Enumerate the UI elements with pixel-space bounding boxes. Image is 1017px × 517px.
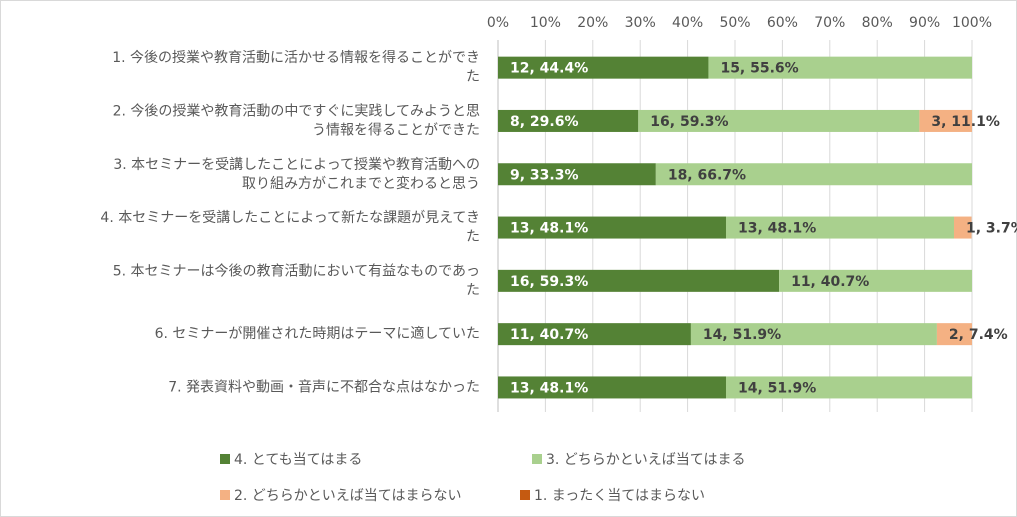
bar-segment <box>655 163 972 186</box>
data-label: 2, 7.4% <box>949 327 1008 343</box>
x-tick-label: 80% <box>862 15 893 31</box>
x-tick-label: 90% <box>909 15 940 31</box>
x-tick-label: 50% <box>719 15 750 31</box>
data-label: 11, 40.7% <box>510 327 588 343</box>
data-label: 14, 51.9% <box>738 380 816 396</box>
data-label: 3, 11.1% <box>931 114 1000 130</box>
legend-label: 4. とても当てはまる <box>234 452 362 468</box>
legend-label: 2. どちらかといえば当てはまらない <box>234 488 462 504</box>
category-label: 7. 発表資料や動画・音声に不都合な点はなかった <box>168 378 480 395</box>
data-label: 13, 48.1% <box>738 221 816 237</box>
bar-segment <box>725 216 954 239</box>
legend-swatch <box>220 454 230 464</box>
data-label: 14, 51.9% <box>703 327 781 343</box>
bar-segment <box>498 109 639 132</box>
bar-segment <box>498 56 709 79</box>
x-tick-label: 20% <box>577 15 608 31</box>
bar-segment <box>498 376 726 399</box>
data-label: 16, 59.3% <box>650 114 728 130</box>
data-label: 11, 40.7% <box>791 274 869 290</box>
bar-segment <box>498 323 691 346</box>
data-label: 12, 44.4% <box>510 61 588 77</box>
bar-segment <box>725 376 972 399</box>
bar-segment <box>919 109 972 132</box>
bar-segment <box>708 56 972 79</box>
category-label: 4. 本セミナーを受講したことによって新たな課題が見えてき <box>100 210 480 226</box>
data-label: 8, 29.6% <box>510 114 579 130</box>
x-tick-label: 0% <box>487 15 509 31</box>
bar-segment <box>779 269 972 292</box>
legend-swatch <box>532 454 542 464</box>
category-label: 3. 本セミナーを受講したことによって授業や教育活動への <box>113 157 480 173</box>
data-label: 15, 55.6% <box>720 61 798 77</box>
bar-segment <box>936 323 972 346</box>
category-label: う情報を得ることができた <box>312 121 480 138</box>
legend-label: 1. まったく当てはまらない <box>534 488 705 504</box>
bar-segment <box>953 216 972 239</box>
category-label: た <box>466 69 480 85</box>
x-tick-label: 100% <box>952 15 992 31</box>
legend-label: 3. どちらかといえば当てはまる <box>546 452 746 468</box>
bar-segment <box>638 109 920 132</box>
data-label: 9, 33.3% <box>510 167 579 183</box>
data-label: 18, 66.7% <box>668 167 746 183</box>
legend-swatch <box>220 490 230 500</box>
category-label: 5. 本セミナーは今後の教育活動において有益なものであっ <box>113 263 480 279</box>
data-label: 13, 48.1% <box>510 221 588 237</box>
category-label: た <box>466 229 480 245</box>
data-label: 1, 3.7% <box>966 221 1017 237</box>
data-label: 13, 48.1% <box>510 380 588 396</box>
x-tick-label: 40% <box>672 15 703 31</box>
bar-segment <box>498 269 780 292</box>
bar-segment <box>690 323 937 346</box>
x-tick-label: 30% <box>625 15 656 31</box>
bar-segment <box>498 163 656 186</box>
category-label: 1. 今後の授業や教育活動に活かせる情報を得ることができ <box>112 49 480 66</box>
x-tick-label: 10% <box>530 15 561 31</box>
bar-segment <box>498 216 726 239</box>
category-label: た <box>466 282 480 298</box>
category-label: 2. 今後の授業や教育活動の中ですぐに実践してみようと思 <box>113 103 480 119</box>
category-label: 6. セミナーが開催された時期はテーマに適していた <box>155 325 480 342</box>
x-tick-label: 70% <box>814 15 845 31</box>
data-label: 16, 59.3% <box>510 274 588 290</box>
category-label: 取り組み方がこれまでと変わると思う <box>242 175 480 192</box>
legend-swatch <box>520 490 530 500</box>
x-tick-label: 60% <box>767 15 798 31</box>
